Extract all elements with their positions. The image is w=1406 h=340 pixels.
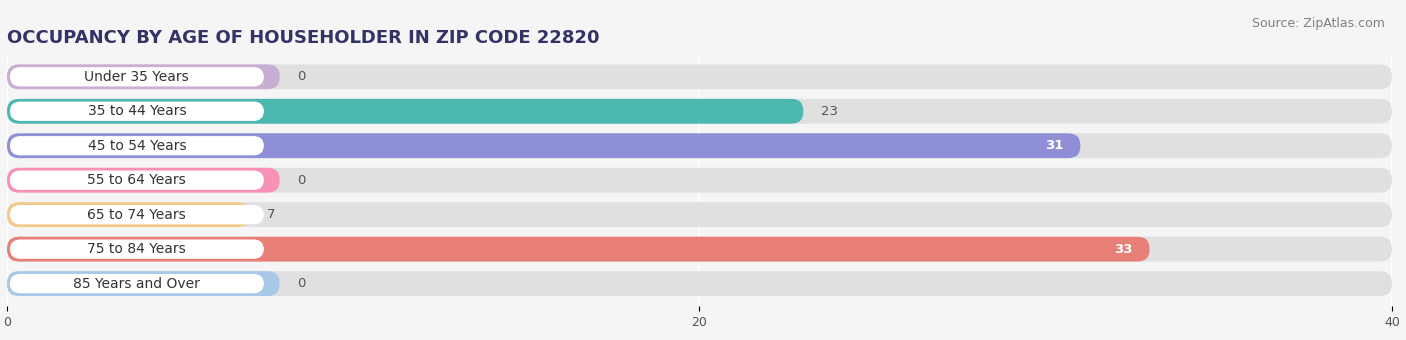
Text: 85 Years and Over: 85 Years and Over: [73, 277, 200, 291]
FancyBboxPatch shape: [7, 237, 1392, 261]
FancyBboxPatch shape: [7, 271, 1392, 296]
FancyBboxPatch shape: [10, 171, 264, 190]
FancyBboxPatch shape: [7, 168, 1392, 192]
FancyBboxPatch shape: [7, 133, 1080, 158]
FancyBboxPatch shape: [10, 274, 264, 293]
Text: Under 35 Years: Under 35 Years: [84, 70, 190, 84]
FancyBboxPatch shape: [7, 168, 280, 192]
Text: 0: 0: [297, 277, 305, 290]
FancyBboxPatch shape: [10, 239, 264, 259]
FancyBboxPatch shape: [10, 205, 264, 224]
Text: Source: ZipAtlas.com: Source: ZipAtlas.com: [1251, 17, 1385, 30]
Text: 55 to 64 Years: 55 to 64 Years: [87, 173, 186, 187]
FancyBboxPatch shape: [7, 202, 1392, 227]
FancyBboxPatch shape: [7, 64, 280, 89]
FancyBboxPatch shape: [7, 99, 1392, 124]
FancyBboxPatch shape: [10, 102, 264, 121]
Text: 31: 31: [1045, 139, 1063, 152]
Text: OCCUPANCY BY AGE OF HOUSEHOLDER IN ZIP CODE 22820: OCCUPANCY BY AGE OF HOUSEHOLDER IN ZIP C…: [7, 29, 599, 47]
FancyBboxPatch shape: [7, 271, 280, 296]
Text: 0: 0: [297, 174, 305, 187]
Text: 7: 7: [267, 208, 276, 221]
Text: 45 to 54 Years: 45 to 54 Years: [87, 139, 186, 153]
Text: 33: 33: [1114, 243, 1132, 256]
FancyBboxPatch shape: [7, 99, 803, 124]
FancyBboxPatch shape: [7, 202, 249, 227]
FancyBboxPatch shape: [10, 136, 264, 155]
Text: 75 to 84 Years: 75 to 84 Years: [87, 242, 186, 256]
Text: 65 to 74 Years: 65 to 74 Years: [87, 208, 186, 222]
Text: 35 to 44 Years: 35 to 44 Years: [87, 104, 186, 118]
FancyBboxPatch shape: [10, 67, 264, 86]
FancyBboxPatch shape: [7, 133, 1392, 158]
Text: 0: 0: [297, 70, 305, 83]
FancyBboxPatch shape: [7, 64, 1392, 89]
Text: 23: 23: [821, 105, 838, 118]
FancyBboxPatch shape: [7, 237, 1150, 261]
